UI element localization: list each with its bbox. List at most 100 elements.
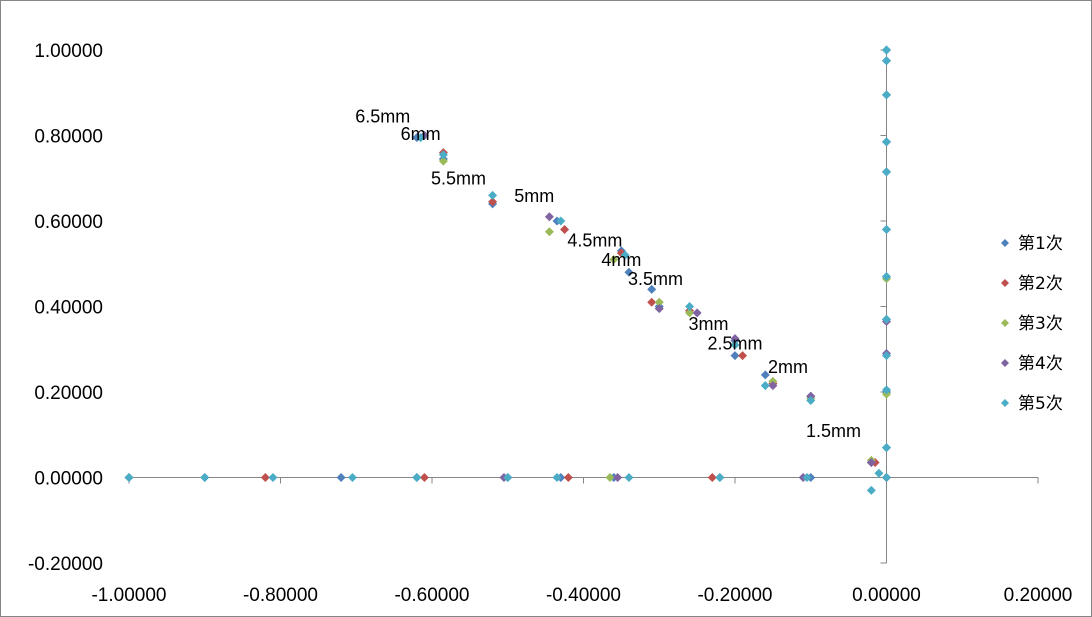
legend-label: 第5次 <box>1018 394 1063 414</box>
data-point <box>874 468 884 478</box>
data-point <box>707 473 717 482</box>
data-point <box>685 302 695 311</box>
y-tick-label: 0.20000 <box>34 383 103 404</box>
legend-label: 第3次 <box>1018 314 1063 334</box>
x-tick-label: 0.20000 <box>1004 585 1073 606</box>
legend-label: 第2次 <box>1018 274 1063 294</box>
data-point <box>654 304 664 314</box>
data-point <box>556 216 566 226</box>
data-point <box>336 473 346 482</box>
data-point <box>438 156 448 166</box>
data-point <box>416 133 426 143</box>
data-point <box>544 212 554 222</box>
y-tick-label: 0.80000 <box>34 127 103 148</box>
x-tick-label: 0.00000 <box>852 585 921 606</box>
data-point <box>605 473 615 482</box>
y-tick-label: 0.60000 <box>34 212 103 233</box>
data-point <box>866 485 876 495</box>
legend-marker <box>1001 399 1009 407</box>
data-point <box>654 297 664 307</box>
data-point <box>715 473 725 482</box>
data-point <box>882 137 891 147</box>
data-point <box>412 473 422 482</box>
data-point <box>866 458 876 468</box>
data-point <box>738 351 748 361</box>
legend-marker <box>1001 319 1009 327</box>
x-tick-label: -1.00000 <box>91 585 166 606</box>
data-point <box>488 190 498 200</box>
annotation-label: 1.5mm <box>806 421 861 441</box>
axes <box>128 49 1039 564</box>
data-point <box>768 381 778 391</box>
legend-item: 第1次 <box>1001 234 1063 254</box>
data-point <box>882 225 891 235</box>
data-point <box>882 56 891 66</box>
data-point <box>563 473 573 482</box>
series-2 <box>260 148 891 482</box>
data-point <box>882 351 891 361</box>
data-point <box>802 473 812 482</box>
y-tick-label: 0.40000 <box>34 298 103 319</box>
data-point <box>624 473 634 482</box>
data-point <box>503 473 513 482</box>
data-point <box>882 90 891 100</box>
y-tick-label: 0.00000 <box>34 469 103 490</box>
annotation-label: 6mm <box>401 124 441 144</box>
annotation-label: 5mm <box>514 186 554 206</box>
data-point <box>730 334 740 344</box>
x-tick-label: -0.80000 <box>243 585 318 606</box>
legend-marker <box>1001 279 1009 287</box>
data-point <box>438 150 448 160</box>
x-tick-label: -0.20000 <box>697 585 772 606</box>
data-point <box>692 308 702 318</box>
series-1 <box>124 45 891 482</box>
data-point <box>200 473 210 482</box>
y-tick-label: -0.20000 <box>28 554 103 575</box>
series-5 <box>124 45 891 495</box>
data-point <box>882 473 891 482</box>
data-point <box>882 385 891 395</box>
data-point <box>685 308 695 318</box>
legend-item: 第4次 <box>1001 354 1063 374</box>
legend-marker <box>1001 359 1009 367</box>
data-point <box>760 370 770 380</box>
data-point <box>882 443 891 453</box>
data-point <box>552 473 562 482</box>
annotation-label: 2.5mm <box>707 333 762 353</box>
data-point <box>347 473 357 482</box>
data-point <box>730 351 740 361</box>
data-point <box>624 267 634 277</box>
legend-item: 第3次 <box>1001 314 1063 334</box>
data-point <box>882 314 891 324</box>
annotation-label: 6.5mm <box>355 107 410 127</box>
data-point <box>882 272 891 282</box>
annotation-label: 4mm <box>601 250 641 270</box>
annotation-label: 4.5mm <box>567 231 622 251</box>
data-point <box>488 197 498 207</box>
legend-marker <box>1001 239 1009 247</box>
data-point <box>882 45 891 55</box>
data-point <box>260 473 270 482</box>
data-point <box>613 473 623 482</box>
y-tick-label: 1.00000 <box>34 41 103 62</box>
data-points <box>124 45 891 495</box>
data-point <box>268 473 278 482</box>
data-point <box>882 167 891 177</box>
data-point <box>760 381 770 391</box>
data-point <box>609 254 619 264</box>
tick-labels: -1.00000 -0.80000 -0.60000 -0.40000 -0.20000… <box>28 41 1072 606</box>
x-tick-label: -0.40000 <box>546 585 621 606</box>
data-point <box>419 473 429 482</box>
legend-label: 第4次 <box>1018 354 1063 374</box>
annotation-label: 5.5mm <box>431 169 486 189</box>
data-point <box>647 284 657 294</box>
data-point <box>544 227 554 237</box>
x-tick-label: -0.60000 <box>394 585 469 606</box>
data-point <box>647 297 657 307</box>
legend-label: 第1次 <box>1018 234 1063 254</box>
data-point <box>806 396 816 406</box>
